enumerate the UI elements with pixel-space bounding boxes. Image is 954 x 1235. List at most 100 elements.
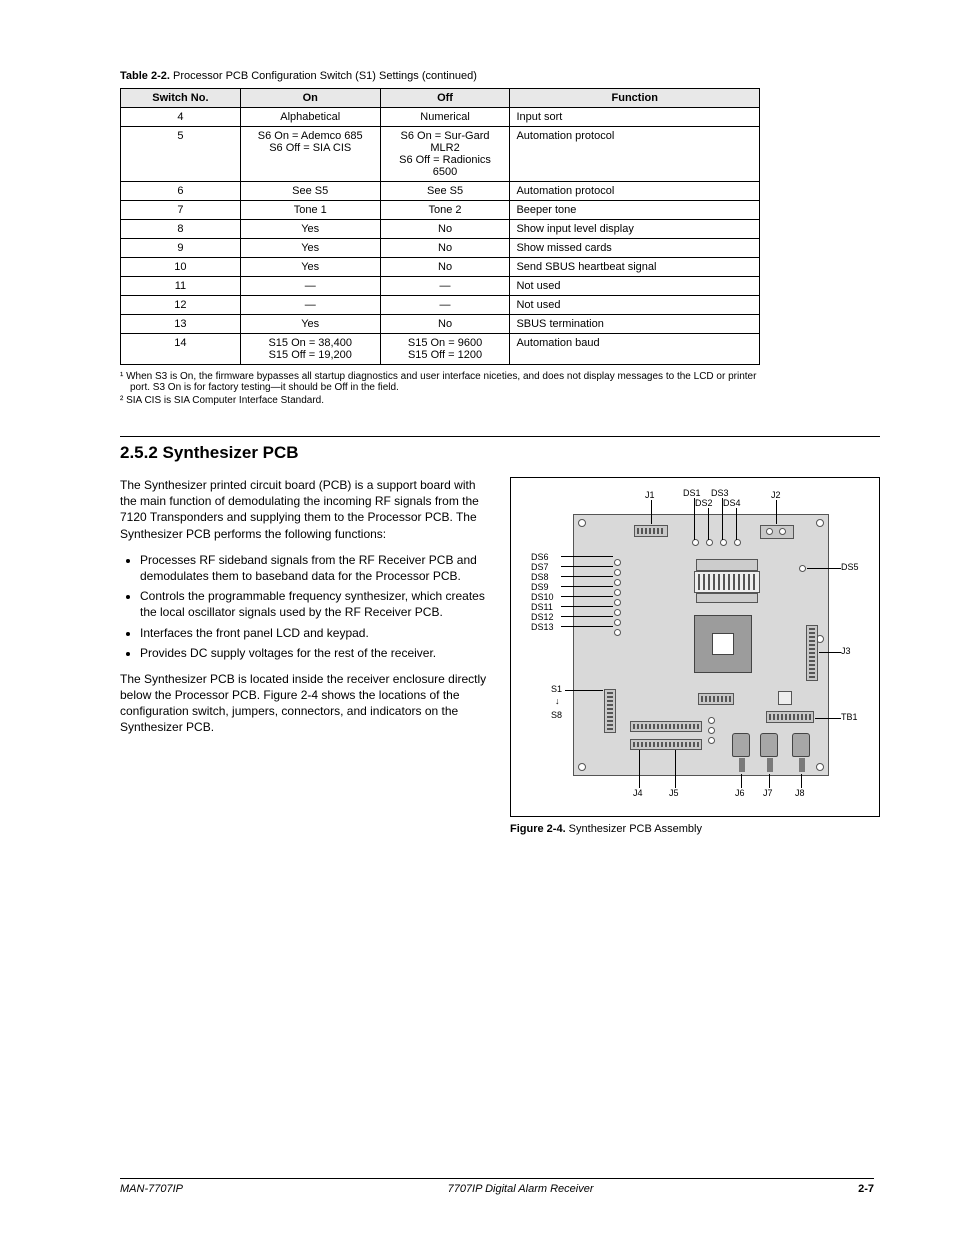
table-cell: 12 <box>121 296 241 315</box>
led-ds3 <box>720 539 727 546</box>
label-ds13: DS13 <box>531 622 554 632</box>
table-row: 8YesNoShow input level display <box>121 220 760 239</box>
para-2: The Synthesizer PCB is located inside th… <box>120 671 490 736</box>
led-ds1 <box>692 539 699 546</box>
table-header: Function <box>510 89 760 108</box>
terminal-tb1 <box>766 711 814 723</box>
label-j7: J7 <box>763 788 773 798</box>
table-header: Switch No. <box>121 89 241 108</box>
table-row: 14S15 On = 38,400S15 Off = 19,200S15 On … <box>121 334 760 365</box>
table-cell: Yes <box>240 239 380 258</box>
list-item: Provides DC supply voltages for the rest… <box>140 645 490 661</box>
table-cell: 14 <box>121 334 241 365</box>
label-ds4: DS4 <box>723 498 741 508</box>
table-cell: No <box>380 258 510 277</box>
table-cell: Show input level display <box>510 220 760 239</box>
table-cell: 11 <box>121 277 241 296</box>
arrow-down-icon: ↓ <box>555 696 560 706</box>
config-switch-table: Switch No.OnOffFunction 4AlphabeticalNum… <box>120 88 760 365</box>
list-item: Processes RF sideband signals from the R… <box>140 552 490 584</box>
figure-frame: J1 DS1 DS3 DS2 DS4 J2 DS5 J3 TB1 <box>510 477 880 817</box>
table-cell: Input sort <box>510 108 760 127</box>
table-cell: 13 <box>121 315 241 334</box>
table-row: 13YesNoSBUS termination <box>121 315 760 334</box>
footer-center: 7707IP Digital Alarm Receiver <box>448 1183 594 1195</box>
label-ds1: DS1 <box>683 488 701 498</box>
table-cell: Alphabetical <box>240 108 380 127</box>
table-row: 6See S5See S5Automation protocol <box>121 182 760 201</box>
label-j5: J5 <box>669 788 679 798</box>
label-ds10: DS10 <box>531 592 554 602</box>
section-body: The Synthesizer printed circuit board (P… <box>120 477 490 746</box>
table-cell: 8 <box>121 220 241 239</box>
label-j3: J3 <box>841 646 851 656</box>
table-cell: Show missed cards <box>510 239 760 258</box>
figure-caption-lead: Figure 2-4. <box>510 823 566 835</box>
connector-j8 <box>792 733 810 757</box>
label-j1: J1 <box>645 490 655 500</box>
table-header: Off <box>380 89 510 108</box>
table-cell: — <box>240 277 380 296</box>
led-ds2 <box>706 539 713 546</box>
table-row: 11——Not used <box>121 277 760 296</box>
table-cell: Yes <box>240 315 380 334</box>
table-row: 10YesNoSend SBUS heartbeat signal <box>121 258 760 277</box>
connector-j6 <box>732 733 750 757</box>
label-ds3: DS3 <box>711 488 729 498</box>
label-tb1: TB1 <box>841 712 858 722</box>
table-row: 7Tone 1Tone 2Beeper tone <box>121 201 760 220</box>
table-cell: No <box>380 239 510 258</box>
table-cell: Numerical <box>380 108 510 127</box>
ic-main <box>694 615 752 673</box>
section-rule <box>120 436 880 437</box>
table-cell: Not used <box>510 277 760 296</box>
figure-caption-rest: Synthesizer PCB Assembly <box>566 823 702 835</box>
table-cell: 6 <box>121 182 241 201</box>
table-cell: — <box>380 296 510 315</box>
figure-caption: Figure 2-4. Synthesizer PCB Assembly <box>510 823 880 835</box>
table-cell: S6 On = Ademco 685S6 Off = SIA CIS <box>240 127 380 182</box>
table-cell: S6 On = Sur-Gard MLR2S6 Off = Radionics … <box>380 127 510 182</box>
dip-switch-s1-s8 <box>604 689 616 733</box>
pcb-board <box>573 514 829 776</box>
table-cell: Not used <box>510 296 760 315</box>
label-s8: S8 <box>551 710 562 720</box>
label-ds8: DS8 <box>531 572 549 582</box>
table-cell: Yes <box>240 258 380 277</box>
label-ds12: DS12 <box>531 612 554 622</box>
table-cell: — <box>380 277 510 296</box>
connector-j7 <box>760 733 778 757</box>
table-cell: Send SBUS heartbeat signal <box>510 258 760 277</box>
label-j6: J6 <box>735 788 745 798</box>
table-caption-lead: Table 2-2. <box>120 70 170 82</box>
table-cell: Automation protocol <box>510 127 760 182</box>
table-cell: Automation baud <box>510 334 760 365</box>
label-j8: J8 <box>795 788 805 798</box>
footer-left: MAN-7707IP <box>120 1183 183 1195</box>
table-cell: See S5 <box>240 182 380 201</box>
table-cell: Automation protocol <box>510 182 760 201</box>
table-notes: ¹ When S3 is On, the firmware bypasses a… <box>120 371 760 406</box>
page-footer: MAN-7707IP 7707IP Digital Alarm Receiver… <box>120 1178 874 1195</box>
label-ds6: DS6 <box>531 552 549 562</box>
table-cell: 10 <box>121 258 241 277</box>
table-cell: — <box>240 296 380 315</box>
label-j4: J4 <box>633 788 643 798</box>
table-cell: See S5 <box>380 182 510 201</box>
table-cell: 5 <box>121 127 241 182</box>
connector-j4 <box>630 721 702 732</box>
table-row: 4AlphabeticalNumericalInput sort <box>121 108 760 127</box>
label-ds9: DS9 <box>531 582 549 592</box>
para-1: The Synthesizer printed circuit board (P… <box>120 477 490 542</box>
table-cell: Tone 2 <box>380 201 510 220</box>
table-cell: Tone 1 <box>240 201 380 220</box>
label-ds2: DS2 <box>695 498 713 508</box>
label-j2: J2 <box>771 490 781 500</box>
table-caption-rest: Processor PCB Configuration Switch (S1) … <box>170 70 477 82</box>
table-cell: 7 <box>121 201 241 220</box>
table-cell: No <box>380 315 510 334</box>
table-cell: SBUS termination <box>510 315 760 334</box>
label-ds5: DS5 <box>841 562 859 572</box>
led-ds4 <box>734 539 741 546</box>
led-ds5 <box>799 565 806 572</box>
